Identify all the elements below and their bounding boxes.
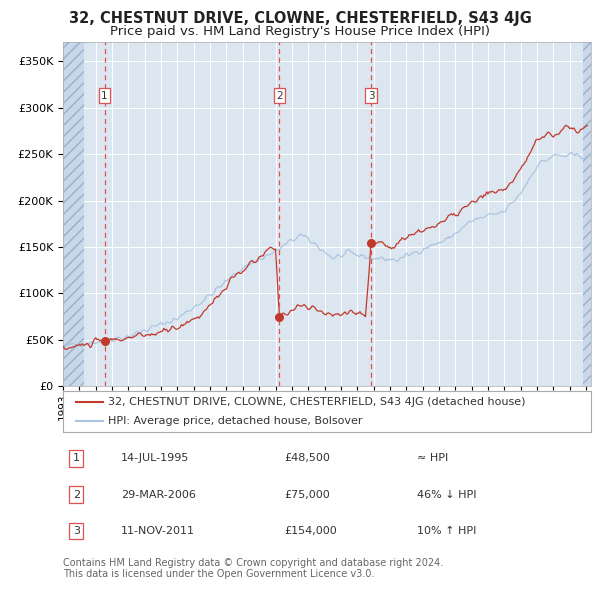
Bar	[583, 42, 591, 386]
Text: 1: 1	[73, 453, 80, 463]
Bar	[583, 42, 591, 386]
Text: £154,000: £154,000	[285, 526, 338, 536]
Text: ≈ HPI: ≈ HPI	[417, 453, 448, 463]
Text: 46% ↓ HPI: 46% ↓ HPI	[417, 490, 476, 500]
Text: HPI: Average price, detached house, Bolsover: HPI: Average price, detached house, Bols…	[108, 416, 362, 426]
Text: Price paid vs. HM Land Registry's House Price Index (HPI): Price paid vs. HM Land Registry's House …	[110, 25, 490, 38]
Text: £48,500: £48,500	[285, 453, 331, 463]
Text: Contains HM Land Registry data © Crown copyright and database right 2024.
This d: Contains HM Land Registry data © Crown c…	[63, 558, 443, 579]
Text: 32, CHESTNUT DRIVE, CLOWNE, CHESTERFIELD, S43 4JG: 32, CHESTNUT DRIVE, CLOWNE, CHESTERFIELD…	[68, 11, 532, 25]
Text: 32, CHESTNUT DRIVE, CLOWNE, CHESTERFIELD, S43 4JG (detached house): 32, CHESTNUT DRIVE, CLOWNE, CHESTERFIELD…	[108, 396, 526, 407]
Text: 14-JUL-1995: 14-JUL-1995	[121, 453, 190, 463]
Text: 10% ↑ HPI: 10% ↑ HPI	[417, 526, 476, 536]
Text: 2: 2	[73, 490, 80, 500]
Bar	[63, 42, 84, 386]
Text: 29-MAR-2006: 29-MAR-2006	[121, 490, 196, 500]
Bar	[63, 42, 84, 386]
Text: 3: 3	[368, 91, 374, 101]
Text: 1: 1	[101, 91, 108, 101]
Text: £75,000: £75,000	[285, 490, 331, 500]
Text: 3: 3	[73, 526, 80, 536]
Text: 11-NOV-2011: 11-NOV-2011	[121, 526, 195, 536]
Text: 2: 2	[276, 91, 283, 101]
